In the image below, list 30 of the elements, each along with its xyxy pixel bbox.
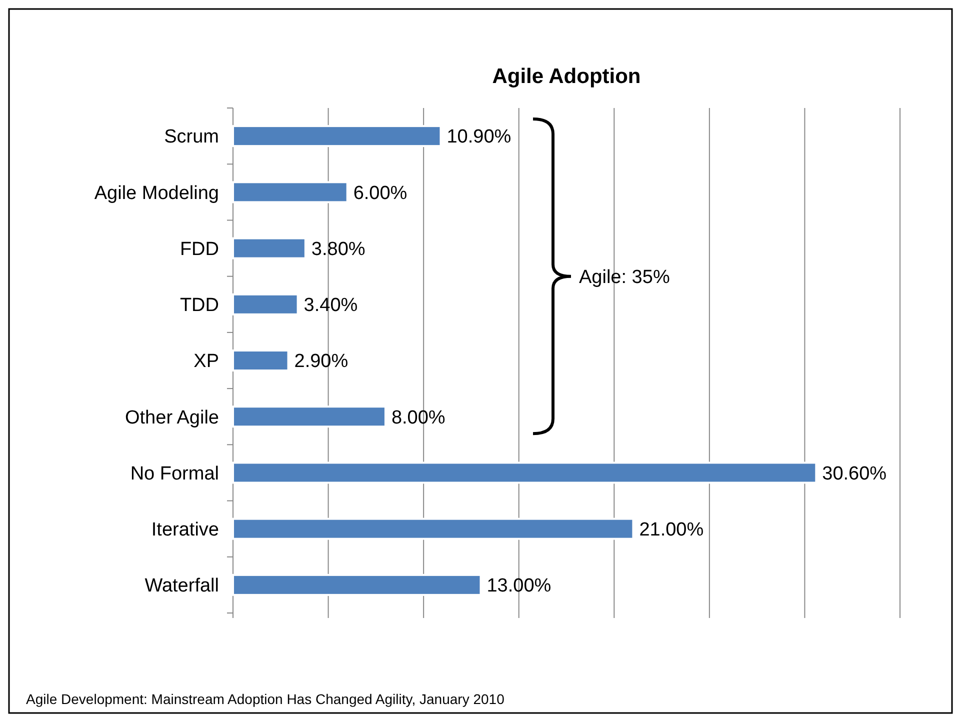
y-tick-label: FDD: [180, 238, 219, 260]
bar: [232, 237, 306, 260]
bar: [232, 518, 634, 540]
y-tick-label: Iterative: [151, 519, 219, 540]
data-label: 21.00%: [639, 519, 704, 540]
annotation: Agile: 35%: [579, 266, 670, 288]
y-tick-label: Waterfall: [144, 576, 219, 597]
chart-title: Agile Adoption: [492, 65, 641, 88]
bar: [232, 293, 299, 316]
data-label: 6.00%: [353, 182, 408, 204]
y-tick-label: XP: [194, 351, 219, 372]
data-label: 3.80%: [311, 238, 366, 260]
bar: [232, 125, 442, 148]
text: Agile Development: Mainstream Adoption Has Changed Agility, January 2010: [26, 691, 505, 707]
y-tick-label: Scrum: [164, 126, 219, 148]
data-label: 30.60%: [822, 463, 887, 484]
data-label: 8.00%: [391, 407, 446, 428]
y-tick-label: Agile Modeling: [94, 182, 219, 204]
data-label: 2.90%: [294, 351, 348, 372]
y-tick-label: Other Agile: [125, 407, 219, 428]
bar: [232, 406, 386, 428]
bar: [232, 462, 818, 484]
bar: [232, 181, 348, 204]
y-tick-label: No Formal: [130, 463, 219, 484]
bar: [232, 574, 482, 596]
bar: [232, 350, 290, 372]
data-label: 10.90%: [446, 126, 512, 148]
data-label: 3.40%: [304, 295, 358, 316]
data-label: 13.00%: [486, 576, 552, 597]
y-tick-label: TDD: [180, 295, 219, 316]
